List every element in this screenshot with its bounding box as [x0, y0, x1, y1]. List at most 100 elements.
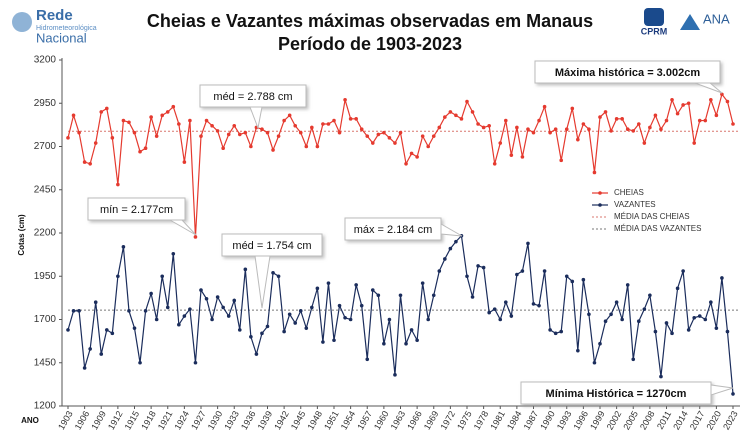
- logo-text: Hidrometeorológica: [36, 25, 97, 32]
- logo-rede: Rede Hidrometeorológica Nacional: [12, 7, 97, 45]
- data-point: [293, 123, 298, 128]
- x-tick-label: 1921: [156, 409, 175, 431]
- data-point: [215, 129, 220, 133]
- x-tick-label: 1939: [256, 409, 275, 431]
- data-point: [365, 134, 370, 138]
- data-point: [260, 331, 264, 336]
- logo-text: ANA: [703, 11, 730, 26]
- callout: méd = 2.788 cm: [199, 84, 307, 130]
- data-point: [648, 125, 652, 130]
- x-tick-label: 2005: [621, 409, 640, 431]
- data-point: [293, 321, 298, 325]
- data-point: [670, 97, 674, 102]
- data-point: [121, 118, 126, 123]
- data-point: [415, 338, 419, 343]
- data-point: [348, 317, 353, 322]
- data-point: [132, 130, 137, 135]
- x-tick-label: 1918: [139, 409, 158, 431]
- data-point: [542, 269, 547, 273]
- data-point: [670, 331, 674, 336]
- data-point: [315, 144, 320, 149]
- x-tick-label: 1924: [172, 409, 191, 431]
- annotation: mín = 2.177cm: [100, 204, 173, 216]
- data-point: [420, 134, 425, 138]
- data-point: [709, 300, 713, 305]
- data-point: [110, 136, 115, 140]
- data-point: [409, 328, 414, 332]
- data-point: [537, 303, 541, 308]
- data-point: [664, 118, 669, 123]
- data-point: [426, 144, 431, 149]
- data-point: [559, 329, 564, 334]
- data-point: [82, 366, 87, 370]
- data-point: [625, 283, 630, 287]
- data-point: [548, 130, 552, 135]
- data-point: [470, 295, 475, 299]
- data-point: [448, 246, 453, 251]
- data-point: [210, 317, 214, 322]
- data-point: [310, 125, 314, 130]
- data-point: [382, 130, 386, 135]
- data-point: [171, 104, 176, 109]
- y-tick-label: 1200: [34, 401, 57, 412]
- data-point: [149, 291, 153, 296]
- data-point: [193, 360, 198, 365]
- data-point: [426, 317, 431, 322]
- data-point: [304, 144, 309, 149]
- data-point: [287, 312, 292, 317]
- data-point: [71, 309, 76, 313]
- data-point: [614, 300, 619, 305]
- legend-marker: [598, 191, 602, 195]
- data-point: [697, 118, 702, 123]
- data-point: [226, 314, 231, 318]
- data-point: [548, 328, 552, 332]
- legend-label: MÉDIA DAS VAZANTES: [614, 224, 701, 233]
- data-point: [465, 99, 469, 104]
- x-tick-label: 1969: [422, 409, 441, 431]
- data-point: [177, 322, 181, 327]
- data-point: [720, 92, 724, 97]
- data-point: [254, 352, 259, 356]
- data-point: [298, 309, 303, 313]
- data-point: [282, 329, 286, 334]
- data-point: [265, 324, 270, 329]
- x-tick-label: 1912: [106, 409, 125, 431]
- data-point: [703, 317, 708, 322]
- data-point: [592, 170, 597, 175]
- y-tick-label: 2450: [34, 184, 57, 195]
- data-point: [376, 293, 381, 298]
- data-point: [326, 122, 331, 126]
- data-point: [476, 264, 480, 268]
- y-tick-label: 1700: [34, 314, 57, 325]
- data-point: [387, 136, 392, 140]
- chart-title: Cheias e Vazantes máximas observadas em …: [147, 11, 593, 31]
- data-point: [359, 303, 364, 308]
- data-point: [171, 251, 176, 256]
- data-point: [93, 300, 98, 305]
- data-point: [487, 310, 491, 315]
- data-point: [576, 348, 580, 353]
- data-point: [354, 117, 358, 121]
- data-point: [260, 127, 264, 131]
- y-tick-label: 1950: [34, 271, 57, 282]
- callout: Máxima histórica = 3.002cm: [534, 60, 723, 94]
- data-point: [515, 125, 519, 130]
- data-point: [398, 130, 403, 135]
- x-tick-label: 1990: [538, 409, 557, 431]
- data-point: [653, 329, 658, 334]
- data-point: [370, 288, 375, 292]
- x-tick-label: 1954: [339, 409, 358, 431]
- data-point: [232, 123, 237, 128]
- data-point: [648, 293, 652, 298]
- data-point: [537, 118, 541, 123]
- data-point: [337, 303, 342, 308]
- data-point: [515, 272, 519, 277]
- x-tick-label: 1909: [89, 409, 108, 431]
- data-point: [88, 162, 92, 166]
- data-point: [165, 305, 170, 310]
- data-point: [431, 134, 436, 138]
- data-point: [614, 117, 619, 121]
- x-tick-label: 1972: [438, 409, 457, 431]
- data-point: [570, 106, 575, 111]
- logo-cprm: CPRM: [641, 8, 667, 36]
